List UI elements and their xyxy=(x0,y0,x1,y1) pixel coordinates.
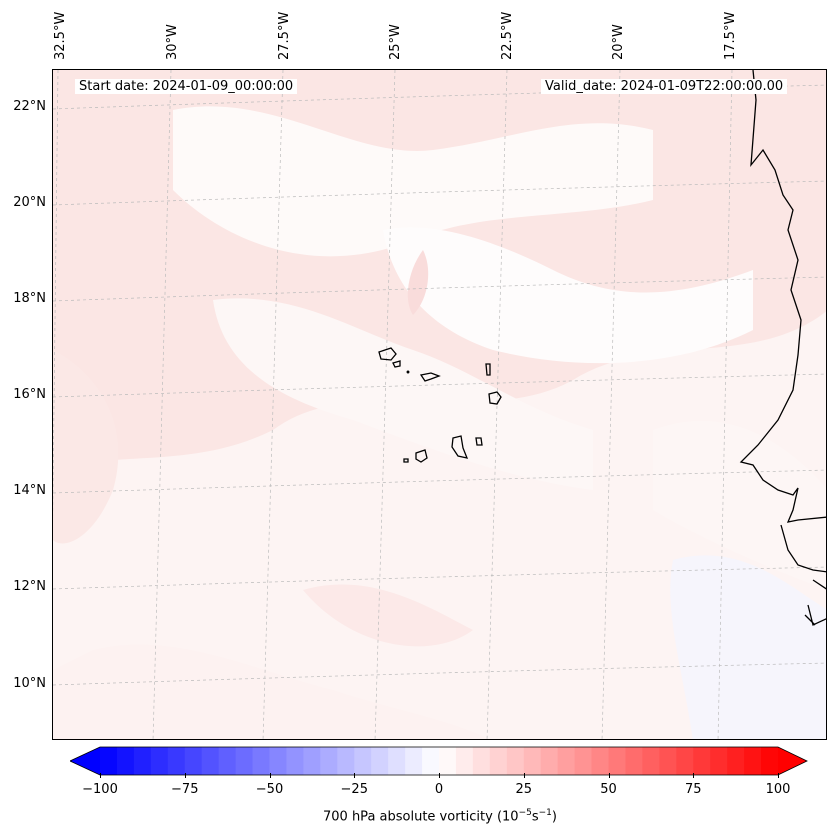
colorbar-segment xyxy=(574,747,593,775)
colorbar-segment xyxy=(693,747,711,775)
colorbar-segment xyxy=(625,747,643,775)
colorbar-tick xyxy=(693,773,695,778)
colorbar-segment xyxy=(591,747,609,775)
lon-label: 25°W xyxy=(388,24,403,60)
colorbar-segment xyxy=(439,747,457,775)
vorticity-map xyxy=(53,70,826,739)
colorbar-segment xyxy=(320,747,338,775)
colorbar-segment xyxy=(337,747,355,775)
lon-label: 30°W xyxy=(165,24,180,60)
lat-label: 12°N xyxy=(13,579,46,594)
start-date-label: Start date: 2024-01-09_00:00:00 xyxy=(75,79,298,94)
colorbar-segment xyxy=(269,747,287,775)
colorbar-segment xyxy=(761,747,779,775)
colorbar-tick-label: −50 xyxy=(255,782,284,797)
colorbar-segment xyxy=(371,747,389,775)
colorbar-segment xyxy=(286,747,304,775)
colorbar-segment xyxy=(303,747,321,775)
lon-label: 32.5°W xyxy=(53,11,68,60)
colorbar-tick xyxy=(439,773,440,778)
colorbar-segment xyxy=(506,747,525,775)
colorbar-tick xyxy=(778,773,779,778)
colorbar-tick xyxy=(523,773,525,778)
colorbar-segment xyxy=(422,747,440,775)
colorbar-tick xyxy=(100,773,101,778)
colorbar-segment xyxy=(642,747,660,775)
colorbar-tick-label: −75 xyxy=(171,782,199,797)
colorbar-segment xyxy=(608,747,626,775)
lat-label: 22°N xyxy=(13,99,46,114)
lat-label: 20°N xyxy=(13,195,46,210)
colorbar-tick-label: 0 xyxy=(434,782,444,797)
colorbar-segment xyxy=(710,747,728,775)
lat-label: 10°N xyxy=(13,676,46,691)
map-panel: Start date: 2024-01-09_00:00:00 Valid_da… xyxy=(52,69,827,740)
colorbar-tick-label: 75 xyxy=(684,782,702,797)
colorbar-segment xyxy=(489,747,508,775)
colorbar-extend-max xyxy=(778,747,807,775)
colorbar-segment xyxy=(540,747,559,775)
colorbar-segment xyxy=(405,747,423,775)
colorbar xyxy=(70,746,808,776)
colorbar-extend-min xyxy=(70,747,100,775)
colorbar-segment xyxy=(100,747,118,775)
colorbar-segment xyxy=(354,747,372,775)
colorbar-tick-label: 100 xyxy=(765,782,791,797)
colorbar-segment xyxy=(252,747,270,775)
lat-label: 16°N xyxy=(13,387,46,402)
colorbar-segment xyxy=(472,747,491,775)
vorticity-field xyxy=(53,70,826,739)
colorbar-segment xyxy=(388,747,406,775)
colorbar-tick-label: −100 xyxy=(82,782,118,797)
colorbar-title: 700 hPa absolute vorticity (10−5s−1) xyxy=(323,808,557,825)
colorbar-segment xyxy=(150,747,169,775)
colorbar-segment xyxy=(557,747,576,775)
colorbar-tick xyxy=(269,773,271,778)
cape-verde-islands xyxy=(378,347,502,463)
colorbar-segment xyxy=(659,747,677,775)
africa-coastline xyxy=(739,70,826,626)
colorbar-tick-label: −25 xyxy=(340,782,368,797)
lon-label: 20°W xyxy=(611,24,626,60)
colorbar-tick-label: 25 xyxy=(515,782,533,797)
gridlines xyxy=(53,70,826,739)
colorbar-segment xyxy=(727,747,745,775)
colorbar-segment xyxy=(235,747,254,775)
colorbar-segment xyxy=(676,747,694,775)
colorbar-segment xyxy=(744,747,762,775)
lon-label: 17.5°W xyxy=(723,11,738,60)
colorbar-segment xyxy=(218,747,237,775)
colorbar-segment xyxy=(455,747,474,775)
lon-label: 27.5°W xyxy=(277,11,292,60)
colorbar-tick xyxy=(184,773,186,778)
colorbar-tick xyxy=(354,773,356,778)
colorbar-segment xyxy=(167,747,186,775)
lon-label: 22.5°W xyxy=(500,11,515,60)
valid-date-label: Valid_date: 2024-01-09T22:00:00.00 xyxy=(541,79,788,94)
colorbar-tick-label: 50 xyxy=(600,782,617,797)
colorbar-tick xyxy=(608,773,610,778)
colorbar-segment xyxy=(184,747,203,775)
colorbar-segment xyxy=(116,747,135,775)
colorbar-segment xyxy=(133,747,152,775)
lat-label: 14°N xyxy=(13,483,46,498)
colorbar-segments xyxy=(70,747,807,775)
colorbar-segment xyxy=(201,747,220,775)
lat-label: 18°N xyxy=(13,291,46,306)
colorbar-segment xyxy=(523,747,542,775)
